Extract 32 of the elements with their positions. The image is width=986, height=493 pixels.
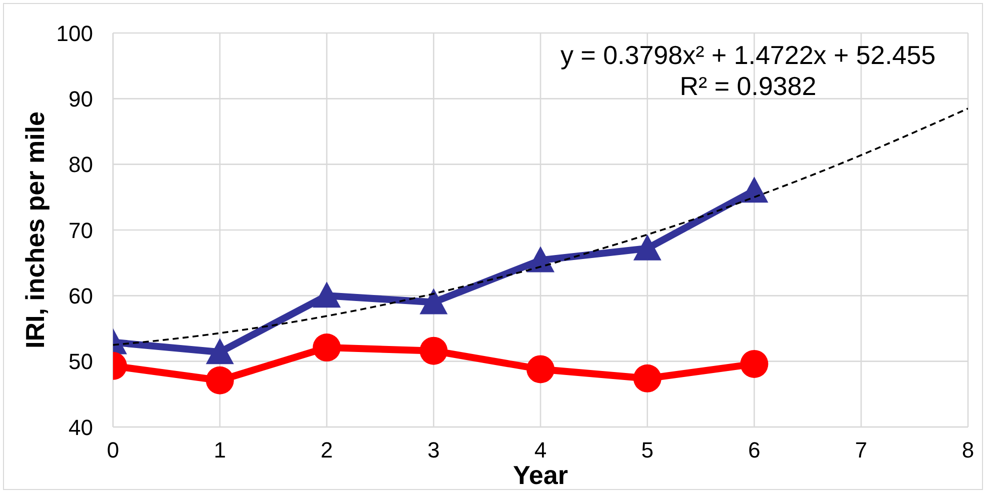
- point: [206, 338, 234, 364]
- x-tick-label: 2: [320, 438, 333, 463]
- point: [420, 336, 448, 365]
- point: [740, 350, 768, 378]
- point: [633, 234, 662, 260]
- point: [312, 334, 341, 362]
- x-tick-label: 5: [641, 438, 654, 463]
- x-tick-label: 1: [214, 438, 226, 463]
- y-tick-label: 50: [68, 349, 93, 374]
- y-axis-title: IRI, inches per mile: [20, 112, 50, 348]
- point: [206, 366, 234, 394]
- x-axis-title: Year: [513, 460, 568, 490]
- y-tick-label: 90: [68, 86, 93, 112]
- point: [526, 246, 554, 272]
- annotation: y = 0.3798x² + 1.4722x + 52.455: [560, 40, 936, 70]
- y-tick-label: 100: [56, 20, 93, 46]
- x-tick-label: 6: [748, 438, 760, 463]
- x-tick-label: 3: [428, 438, 440, 463]
- y-tick-label: 60: [68, 283, 93, 308]
- point: [420, 288, 448, 314]
- y-tick-label: 70: [68, 218, 93, 243]
- point: [312, 282, 341, 308]
- x-tick-label: 4: [534, 438, 547, 463]
- y-tick-label: 40: [68, 414, 93, 440]
- x-tick-label: 7: [855, 438, 868, 463]
- y-tick-label: 80: [68, 152, 93, 178]
- point: [526, 355, 554, 384]
- annotation: R² = 0.9382: [680, 71, 816, 101]
- x-tick-label: 8: [962, 438, 974, 463]
- point: [633, 364, 662, 392]
- point: [740, 176, 768, 203]
- x-tick-label: 0: [106, 438, 120, 463]
